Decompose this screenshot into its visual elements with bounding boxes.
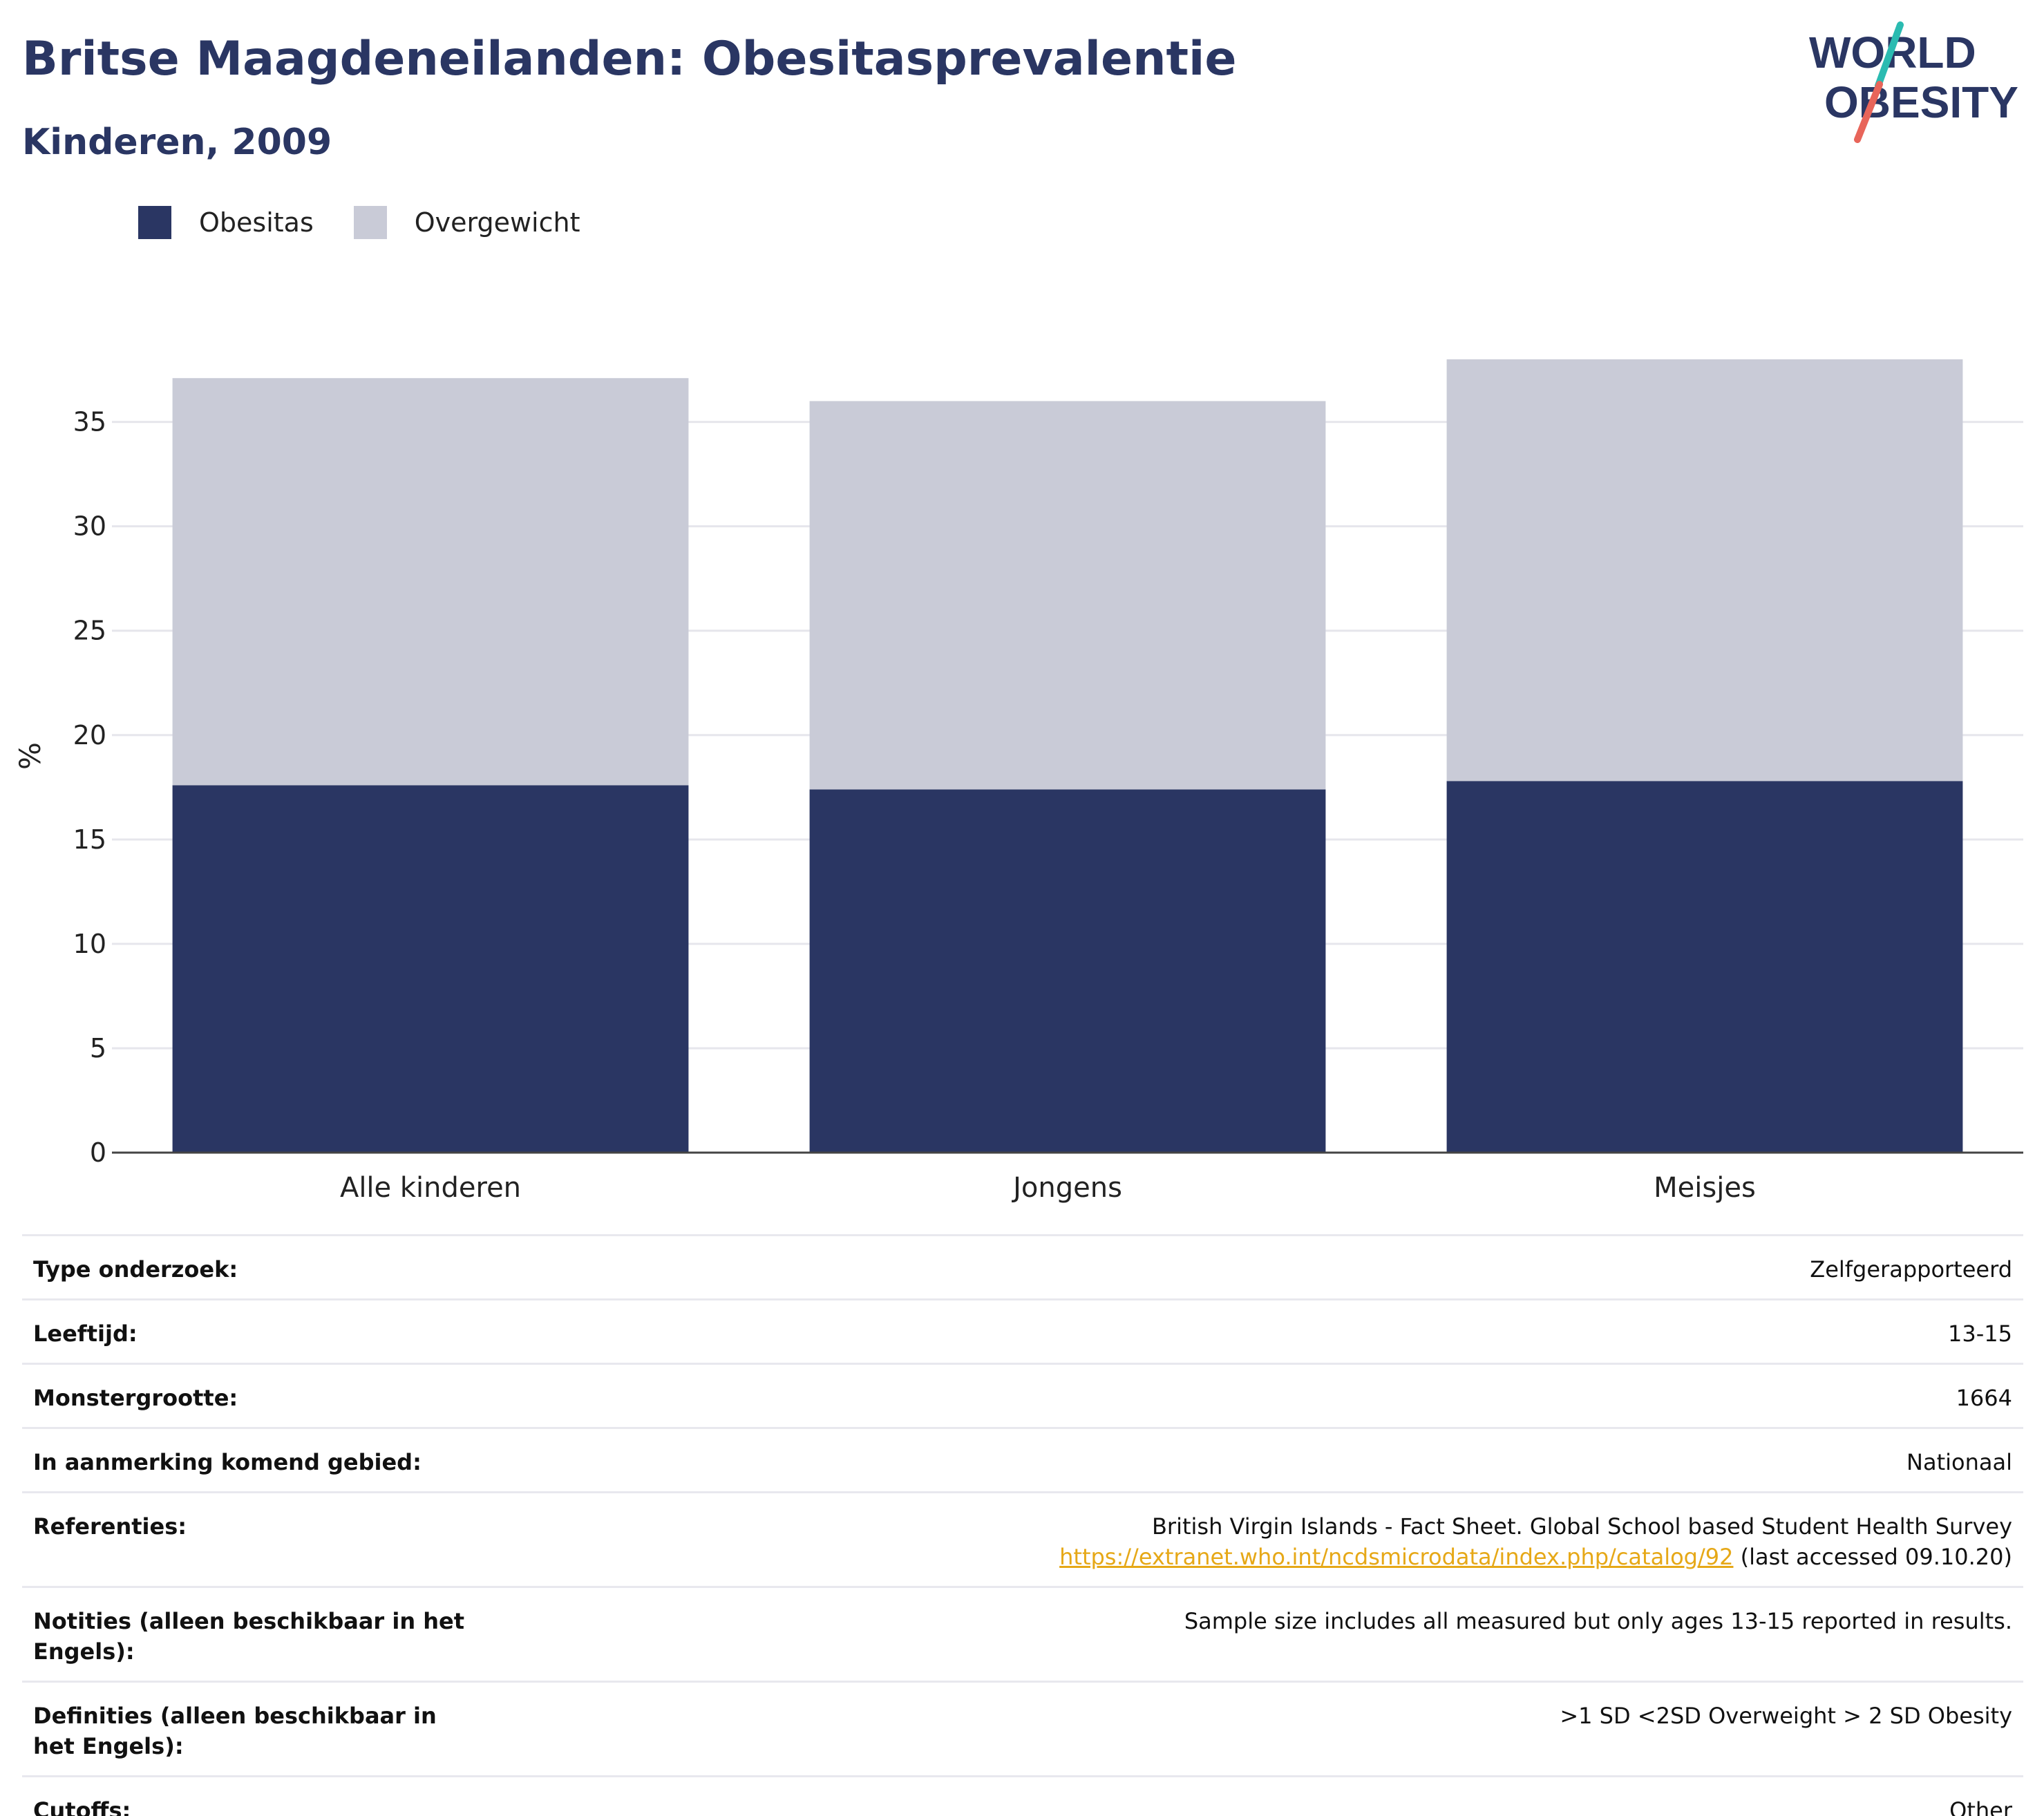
page-title: Britse Maagdeneilanden: Obesitasprevalen… — [22, 32, 1237, 86]
y-tick-label: 0 — [90, 1137, 106, 1168]
info-row-references: Referenties: British Virgin Islands - Fa… — [22, 1493, 2023, 1588]
info-label: Monstergrootte: — [33, 1385, 238, 1411]
world-obesity-logo[interactable]: WORLD OBESITY — [1797, 21, 2032, 145]
info-value: Nationaal — [1906, 1449, 2012, 1475]
legend-swatch-overweight — [353, 206, 387, 239]
info-row: Cutoffs: Other — [22, 1777, 2023, 1816]
info-table: Type onderzoek: Zelfgerapporteerd Leefti… — [22, 1234, 2023, 1816]
legend-swatch-obesity — [138, 206, 171, 239]
info-row: In aanmerking komend gebied: Nationaal — [22, 1429, 2023, 1493]
y-tick-label: 5 — [90, 1033, 106, 1063]
logo-accent-teal — [1875, 21, 1904, 89]
x-tick-label: Meisjes — [1654, 1172, 1756, 1204]
bar-overweight — [172, 378, 689, 786]
y-tick-label: 35 — [73, 407, 106, 437]
bar-obesity — [809, 789, 1326, 1153]
x-tick-label: Jongens — [1011, 1172, 1122, 1204]
bar-chart: 0 5 10 15 20 25 30 35% Alle kinderen Jongens Meisj… — [13, 359, 2023, 1204]
info-label: Referenties: — [33, 1513, 187, 1540]
references-value: British Virgin Islands - Fact Sheet. Glo… — [1059, 1511, 2012, 1572]
info-row: Leeftijd: 13-15 — [22, 1300, 2023, 1365]
bar-obesity — [172, 785, 689, 1153]
info-label: Type onderzoek: — [33, 1256, 238, 1283]
info-value: Other — [1949, 1797, 2012, 1816]
info-value: Sample size includes all measured but on… — [1184, 1608, 2012, 1634]
y-tick-label: 15 — [73, 824, 106, 855]
info-value: Zelfgerapporteerd — [1810, 1256, 2012, 1283]
info-row: Type onderzoek: Zelfgerapporteerd — [22, 1236, 2023, 1300]
legend-label-obesity: Obesitas — [199, 207, 314, 238]
legend-item-obesity[interactable]: Obesitas — [138, 206, 314, 239]
logo-line-2: OBESITY — [1824, 77, 2018, 127]
page-subtitle: Kinderen, 2009 — [22, 122, 332, 163]
info-row: Notities (alleen beschikbaar in het Enge… — [22, 1588, 2023, 1683]
reference-text: British Virgin Islands - Fact Sheet. Glo… — [1151, 1513, 2012, 1540]
reference-accessed: (last accessed 09.10.20) — [1733, 1544, 2012, 1570]
info-label: In aanmerking komend gebied: — [33, 1449, 422, 1475]
info-row: Definities (alleen beschikbaar in het En… — [22, 1683, 2023, 1777]
bar-overweight — [809, 401, 1326, 790]
bar-obesity — [1446, 781, 1963, 1153]
chart-legend: Obesitas Overgewicht — [138, 206, 621, 239]
logo-accent-coral — [1854, 81, 1883, 143]
x-tick-label: Alle kinderen — [340, 1172, 521, 1204]
info-label: Definities (alleen beschikbaar in het En… — [33, 1703, 437, 1759]
y-tick-label: 30 — [73, 511, 106, 542]
legend-item-overweight[interactable]: Overgewicht — [353, 206, 580, 239]
bar-overweight — [1446, 359, 1963, 782]
info-label: Cutoffs: — [33, 1797, 131, 1816]
info-value: 13-15 — [1948, 1321, 2012, 1347]
info-value: >1 SD <2SD Overweight > 2 SD Obesity — [1560, 1703, 2012, 1729]
y-axis-label: % — [13, 742, 47, 770]
info-value: 1664 — [1956, 1385, 2012, 1411]
y-tick-label: 25 — [73, 616, 106, 646]
y-tick-label: 10 — [73, 929, 106, 959]
reference-link-line: https://extranet.who.int/ncdsmicrodata/i… — [1059, 1542, 2012, 1572]
y-tick-label: 20 — [73, 720, 106, 750]
info-label: Leeftijd: — [33, 1321, 138, 1347]
info-row: Monstergrootte: 1664 — [22, 1365, 2023, 1429]
info-label: Notities (alleen beschikbaar in het Enge… — [33, 1608, 465, 1665]
reference-link[interactable]: https://extranet.who.int/ncdsmicrodata/i… — [1059, 1544, 1734, 1570]
legend-label-overweight: Overgewicht — [414, 207, 580, 238]
